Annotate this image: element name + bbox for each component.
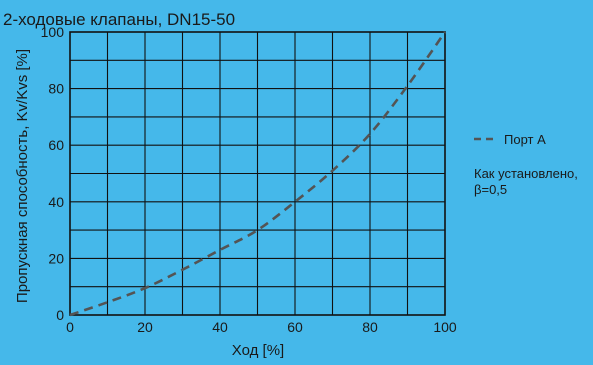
x-axis-label: Ход [%] — [232, 342, 284, 359]
chart-title: 2-ходовые клапаны, DN15-50 — [3, 10, 235, 29]
series-line-0 — [69, 31, 447, 317]
y-tick-label: 0 — [56, 307, 64, 323]
x-axis-ticks: 0 20 40 60 80 100 — [66, 319, 457, 335]
y-tick-label: 60 — [48, 137, 64, 153]
y-axis-ticks: 0 20 40 60 80 100 — [41, 24, 65, 323]
annotation-line-1: Как установлено, — [474, 166, 578, 181]
legend-label-port-a: Порт А — [504, 132, 546, 147]
x-tick-label: 40 — [212, 319, 228, 335]
y-tick-label: 100 — [41, 24, 65, 40]
x-tick-label: 20 — [137, 319, 153, 335]
grid — [70, 32, 445, 315]
legend: Порт А — [474, 132, 546, 147]
x-tick-label: 80 — [362, 319, 378, 335]
y-tick-label: 40 — [48, 194, 64, 210]
plot-frame — [69, 31, 446, 316]
y-axis-label: Пропускная способность, Kv/Kvs [%] — [14, 49, 31, 303]
y-tick-label: 80 — [48, 81, 64, 97]
y-tick-label: 20 — [48, 250, 64, 266]
annotation-line-2: β=0,5 — [474, 182, 507, 197]
series-layer — [69, 31, 447, 317]
x-tick-label: 60 — [287, 319, 303, 335]
x-tick-label: 100 — [433, 319, 457, 335]
x-tick-label: 0 — [66, 319, 74, 335]
